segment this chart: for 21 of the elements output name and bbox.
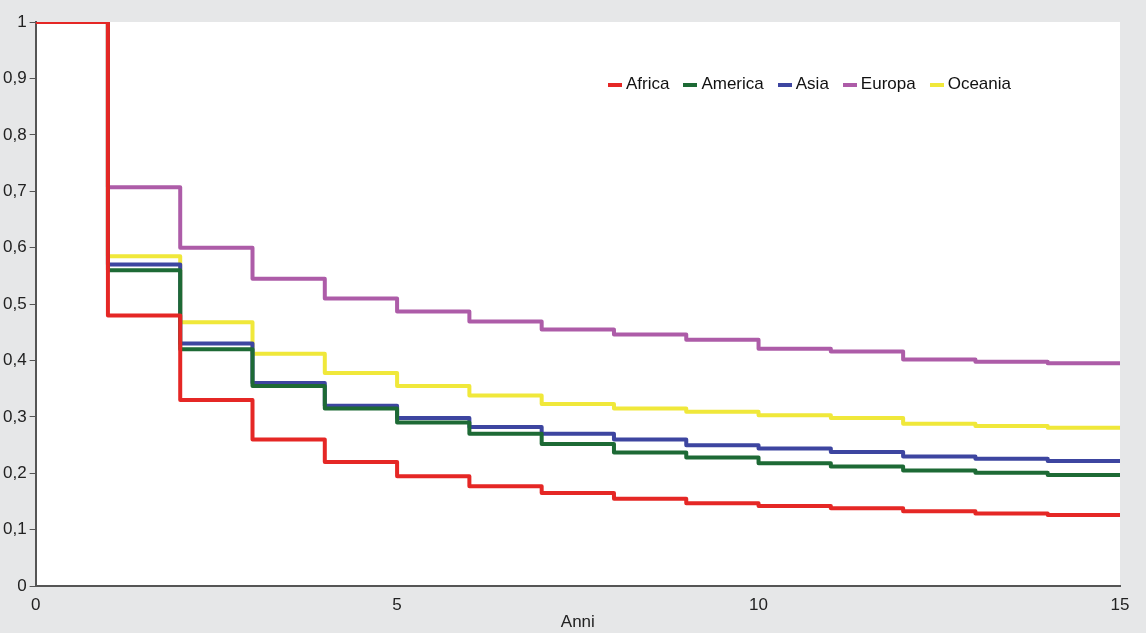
y-tick-label: 0,9 xyxy=(2,68,27,88)
legend-label: America xyxy=(701,74,764,93)
legend-label: Oceania xyxy=(947,74,1011,93)
x-tick-label: 5 xyxy=(392,595,402,615)
y-tick-label: 0,6 xyxy=(2,237,27,257)
y-tick-label: 0,7 xyxy=(2,180,27,200)
x-axis-title: Anni xyxy=(560,612,595,632)
x-tick-label: 15 xyxy=(1110,595,1130,615)
y-tick-label: 1 xyxy=(17,11,27,31)
y-tick-label: 0,4 xyxy=(2,350,27,370)
y-tick-label: 0 xyxy=(17,575,27,595)
y-tick-label: 0,5 xyxy=(2,293,27,313)
legend-label: Africa xyxy=(625,74,670,93)
legend-label: Europa xyxy=(860,74,916,93)
y-tick-label: 0,2 xyxy=(2,463,27,483)
legend-label: Asia xyxy=(795,74,829,93)
y-tick-label: 0,3 xyxy=(2,406,27,426)
y-tick-label: 0,1 xyxy=(2,519,27,539)
y-tick-label: 0,8 xyxy=(2,124,27,144)
x-tick-label: 10 xyxy=(749,595,769,615)
x-tick-label: 0 xyxy=(30,595,41,615)
